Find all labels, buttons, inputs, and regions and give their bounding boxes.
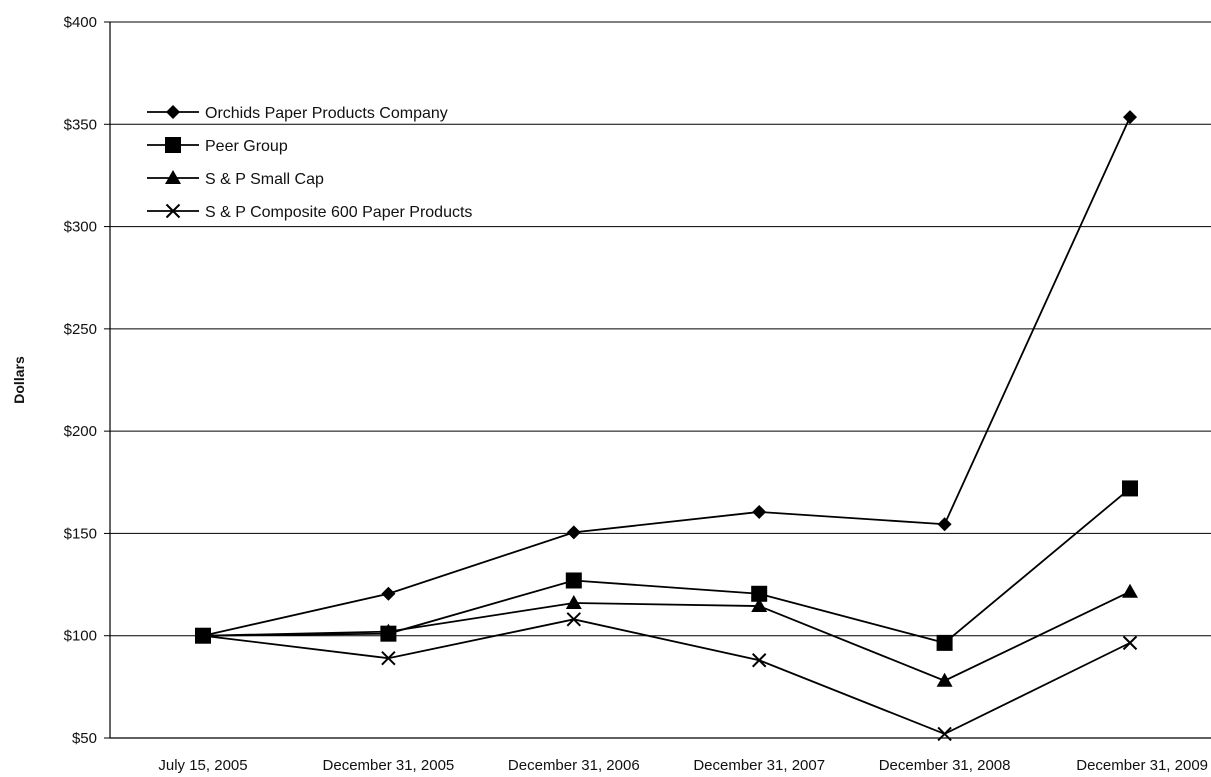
- x-tick-label-5: December 31, 2009: [1076, 757, 1208, 774]
- y-tick-label-200: $200: [64, 423, 97, 440]
- series-3-point-3: [751, 653, 767, 668]
- y-tick-label-400: $400: [64, 14, 97, 31]
- series-3-point-4: [937, 726, 952, 742]
- series-2: [195, 583, 1138, 687]
- y-tick-label-150: $150: [64, 525, 97, 542]
- series-3-point-5: [1122, 635, 1138, 651]
- series-2-point-1: [380, 623, 397, 638]
- x-tick-label-2: December 31, 2006: [508, 757, 640, 774]
- legend-marker-3-stroke-b: [165, 203, 181, 219]
- y-tick-label-100: $100: [64, 628, 97, 645]
- series-0-point-2: [566, 525, 581, 540]
- legend-entry-1: Peer Group: [147, 137, 288, 155]
- x-tick-label-4: December 31, 2008: [879, 757, 1011, 774]
- series-1: [195, 480, 1138, 651]
- legend-marker-0: [166, 105, 180, 119]
- x-tick-labels: July 15, 2005 December 31, 2005 December 3…: [158, 757, 1208, 774]
- series-1-point-5: [1122, 480, 1138, 497]
- series-2-point-4: [936, 672, 953, 687]
- series-0-point-3: [752, 504, 767, 519]
- legend-label-2: S & P Small Cap: [205, 171, 324, 188]
- series-3: [195, 612, 1138, 742]
- legend-marker-1: [165, 137, 181, 153]
- series-2-point-5: [1122, 583, 1138, 598]
- x-tick-label-3: December 31, 2007: [693, 757, 825, 774]
- series-0-point-4: [937, 517, 952, 532]
- y-tick-label-350: $350: [64, 116, 97, 133]
- series-3-point-0-stroke-b: [195, 628, 211, 643]
- series-0: [196, 110, 1137, 643]
- series-3-point-0: [195, 628, 211, 643]
- series-3-point-3-stroke-b: [751, 653, 767, 668]
- legend-marker-3: [165, 203, 181, 219]
- x-tick-label-1: December 31, 2005: [323, 757, 455, 774]
- legend-marker-2: [165, 170, 181, 184]
- legend: Orchids Paper Products Company Peer Group…: [147, 105, 472, 221]
- legend-entry-0: Orchids Paper Products Company: [147, 105, 448, 122]
- series-2-point-2: [565, 594, 582, 609]
- series-1-point-2: [565, 572, 582, 589]
- legend-label-1: Peer Group: [205, 138, 288, 155]
- series-3-point-5-stroke-b: [1122, 635, 1138, 651]
- legend-entry-3: S & P Composite 600 Paper Products: [147, 203, 472, 221]
- legend-label-3: S & P Composite 600 Paper Products: [205, 204, 472, 221]
- series-line-0: [202, 116, 1131, 637]
- axes: [104, 21, 1211, 739]
- series-0-point-5: [1123, 110, 1137, 125]
- series-1-point-4: [936, 634, 953, 651]
- series-3-point-1-stroke-b: [381, 651, 396, 666]
- series-line-2: [202, 590, 1131, 682]
- y-tick-label-50: $50: [72, 730, 97, 747]
- series-line-1: [202, 487, 1131, 644]
- series-line-3: [202, 618, 1131, 735]
- series-3-point-2: [566, 612, 582, 627]
- y-axis-title: Dollars: [11, 356, 27, 404]
- series-0-point-1: [381, 586, 396, 601]
- series-3-point-2-stroke-b: [566, 612, 582, 627]
- series-1-point-3: [751, 585, 768, 602]
- series-3-point-4-stroke-b: [937, 726, 952, 742]
- legend-label-0: Orchids Paper Products Company: [205, 105, 448, 122]
- series-3-point-1: [381, 651, 396, 666]
- legend-entry-2: S & P Small Cap: [147, 170, 324, 188]
- y-tick-label-250: $250: [64, 321, 97, 338]
- series-group: [195, 110, 1138, 742]
- y-tick-label-300: $300: [64, 219, 97, 236]
- gridlines: [110, 21, 1211, 637]
- y-tick-labels: $50 $100 $150 $200 $250 $300 $350 $400: [64, 14, 97, 747]
- x-tick-label-0: July 15, 2005: [158, 757, 247, 774]
- series-2-point-3: [751, 598, 768, 613]
